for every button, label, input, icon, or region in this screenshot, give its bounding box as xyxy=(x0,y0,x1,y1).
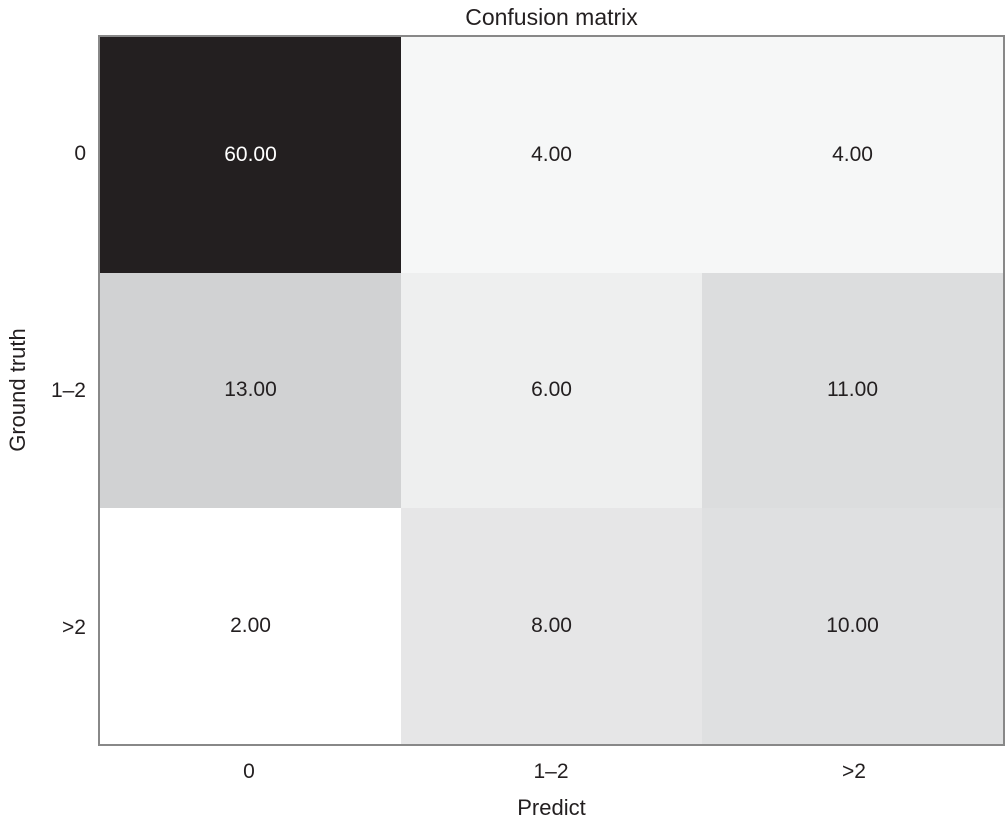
matrix-cell-r2c2: 10.00 xyxy=(702,508,1003,744)
matrix-cell-r0c0: 60.00 xyxy=(100,37,401,273)
y-tick-label-gt2: >2 xyxy=(62,616,86,639)
matrix-cell-r0c1: 4.00 xyxy=(401,37,702,273)
matrix-cell-r1c2: 11.00 xyxy=(702,272,1003,509)
matrix-cell-r1c0: 13.00 xyxy=(100,272,401,509)
y-tick-label-1-2: 1–2 xyxy=(50,379,86,402)
matrix-cell-r0c2: 4.00 xyxy=(702,37,1003,273)
chart-title: Confusion matrix xyxy=(465,4,638,30)
heatmap-plot-area: 60.00 4.00 4.00 13.00 6.00 11.00 2.00 8.… xyxy=(98,35,1005,746)
x-tick-label-gt2: >2 xyxy=(842,760,866,783)
x-tick-label-0: 0 xyxy=(243,760,255,783)
matrix-cell-r2c1: 8.00 xyxy=(401,508,702,744)
y-tick-label-0: 0 xyxy=(74,142,86,165)
x-axis-label: Predict xyxy=(517,795,586,820)
matrix-cell-r1c1: 6.00 xyxy=(401,272,702,509)
x-tick-label-1-2: 1–2 xyxy=(533,760,569,783)
matrix-cell-r2c0: 2.00 xyxy=(100,508,401,744)
